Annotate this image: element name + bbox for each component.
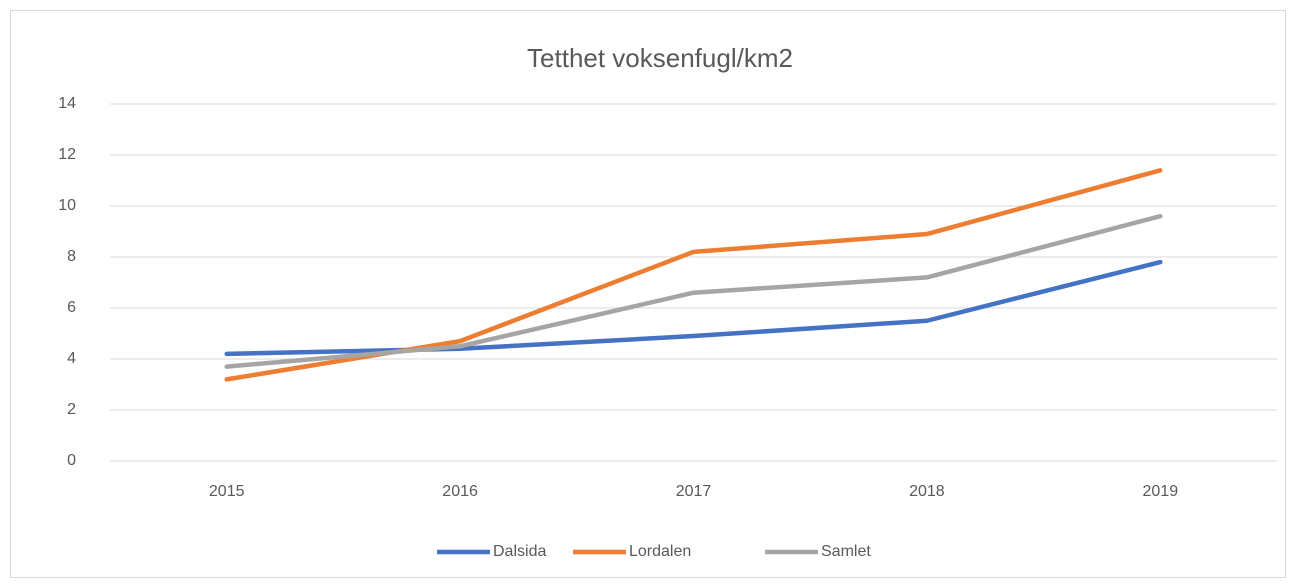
y-tick-label: 14	[58, 95, 76, 112]
x-tick-label: 2015	[209, 483, 245, 500]
x-tick-label: 2017	[676, 483, 712, 500]
legend-label: Samlet	[821, 543, 871, 560]
x-tick-label: 2019	[1143, 483, 1179, 500]
y-tick-label: 2	[67, 401, 76, 418]
x-tick-label: 2018	[909, 483, 945, 500]
y-tick-label: 10	[58, 197, 76, 214]
y-tick-label: 4	[67, 350, 76, 367]
chart-frame	[10, 10, 1286, 578]
y-tick-label: 8	[67, 248, 76, 265]
series-line	[224, 259, 1163, 357]
x-tick-label: 2016	[442, 483, 478, 500]
y-tick-label: 6	[67, 299, 76, 316]
chart-title: Tetthet voksenfugl/km2	[527, 43, 793, 73]
y-tick-label: 0	[67, 452, 76, 469]
series-line	[224, 213, 1163, 369]
legend-label: Lordalen	[629, 543, 691, 560]
y-tick-label: 12	[58, 146, 76, 163]
legend-label: Dalsida	[493, 543, 546, 560]
